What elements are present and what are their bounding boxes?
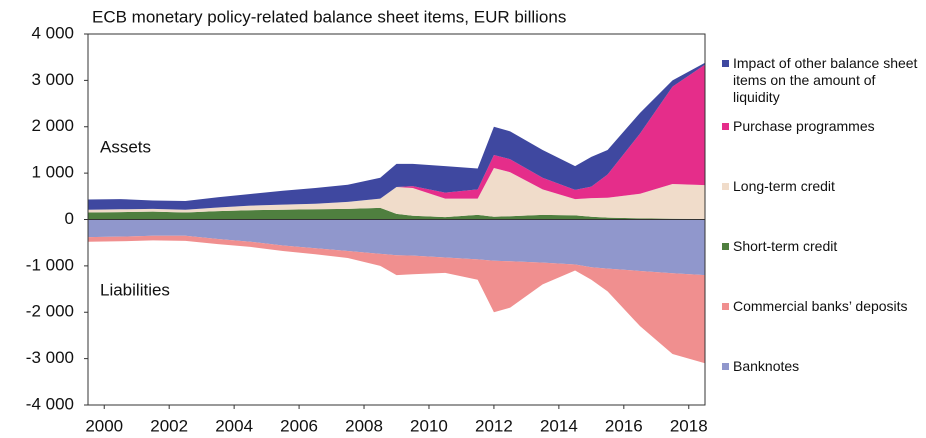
- legend-label: Short-term credit: [733, 238, 838, 254]
- area: [88, 235, 705, 364]
- areas: [88, 62, 705, 364]
- legend-item: Banknotes: [722, 358, 918, 375]
- x-tick-label: 2008: [345, 416, 383, 435]
- y-tick-label: -4 000: [26, 394, 74, 413]
- legend-item: Impact of other balance sheet items on t…: [722, 55, 918, 106]
- annotation: Liabilities: [100, 280, 170, 299]
- area: [88, 62, 705, 210]
- legend-label: Long-term credit: [733, 178, 835, 194]
- y-tick-label: -2 000: [26, 302, 74, 321]
- legend-label: Purchase programmes: [733, 118, 875, 134]
- legend-label: Impact of other balance sheet items on t…: [733, 55, 918, 105]
- y-tick-label: -3 000: [26, 348, 74, 367]
- legend-item: Long-term credit: [722, 178, 918, 195]
- legend-swatch: [722, 60, 729, 67]
- legend-swatch: [722, 123, 729, 130]
- area: [88, 219, 705, 276]
- x-tick-label: 2010: [410, 416, 448, 435]
- legend-swatch: [722, 243, 729, 250]
- x-tick-label: 2012: [475, 416, 513, 435]
- x-tick-label: 2014: [540, 416, 578, 435]
- legend-swatch: [722, 303, 729, 310]
- y-tick-label: 0: [65, 209, 74, 228]
- legend-item: Purchase programmes: [722, 118, 918, 135]
- x-tick-label: 2018: [670, 416, 708, 435]
- chart-title: ECB monetary policy-related balance shee…: [92, 7, 566, 26]
- area: [88, 207, 705, 220]
- x-tick-label: 2004: [215, 416, 253, 435]
- legend-label: Commercial banks’ deposits: [733, 298, 908, 314]
- legend-label: Banknotes: [733, 358, 800, 374]
- x-tick-label: 2000: [85, 416, 123, 435]
- annotation: Assets: [100, 137, 151, 156]
- area: [88, 168, 705, 220]
- legend-item: Short-term credit: [722, 238, 918, 255]
- y-tick-label: 3 000: [31, 70, 74, 89]
- y-tick-label: -1 000: [26, 255, 74, 274]
- legend-swatch: [722, 183, 729, 190]
- legend-item: Commercial banks’ deposits: [722, 298, 918, 315]
- y-tick-label: 2 000: [31, 116, 74, 135]
- x-tick-label: 2016: [605, 416, 643, 435]
- x-tick-label: 2002: [150, 416, 188, 435]
- x-tick-label: 2006: [280, 416, 318, 435]
- y-tick-label: 1 000: [31, 163, 74, 182]
- legend-swatch: [722, 363, 729, 370]
- y-tick-label: 4 000: [31, 23, 74, 42]
